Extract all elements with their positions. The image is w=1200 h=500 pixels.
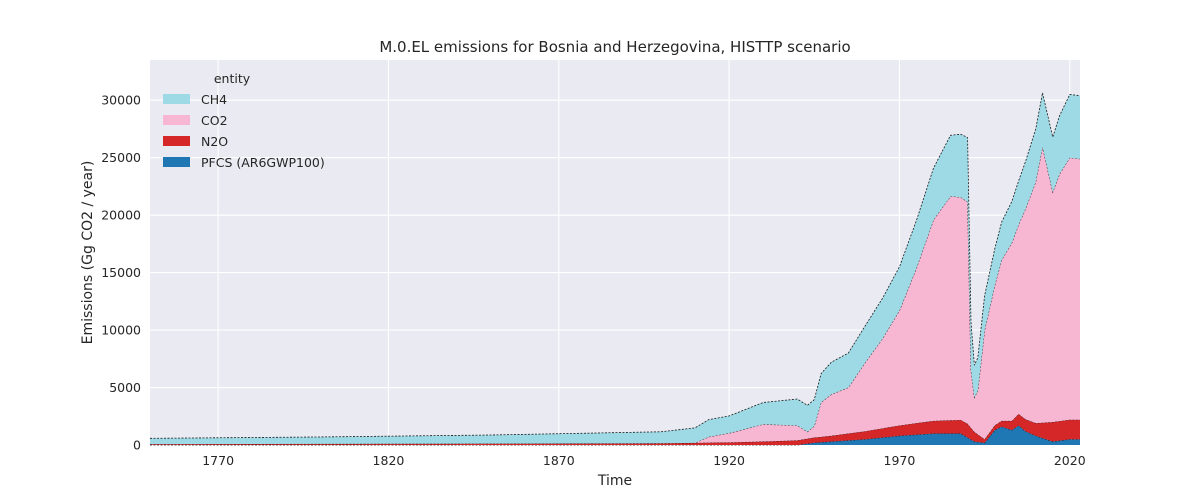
legend-swatch-co2 [163, 115, 190, 125]
y-tick-label: 25000 [101, 150, 141, 165]
x-tick-label: 1870 [543, 453, 575, 468]
legend-title: entity [214, 71, 251, 86]
area-n2o [150, 413, 1080, 445]
area-ch4 [150, 92, 1080, 445]
x-tick-label: 1770 [202, 453, 234, 468]
y-tick-label: 10000 [101, 323, 141, 338]
x-axis-label: Time [597, 473, 632, 489]
x-tick-label: 1820 [373, 453, 405, 468]
legend-label-n2o: N2O [201, 134, 228, 149]
x-tick-label: 2020 [1054, 453, 1086, 468]
legend-label-co2: CO2 [201, 113, 228, 128]
y-axis-ticks: 0 5000 10000 15000 20000 25000 30000 [101, 93, 141, 453]
x-tick-label: 1920 [713, 453, 745, 468]
x-axis-ticks: 1770 1820 1870 1920 1970 2020 [202, 453, 1086, 468]
line-ch4 [149, 92, 1081, 439]
legend-label-pfcs-ar6gwp100: PFCS (AR6GWP100) [201, 155, 325, 170]
x-tick-label: 1970 [884, 453, 916, 468]
y-tick-label: 15000 [101, 265, 141, 280]
area-pfcs-ar6gwp100 [150, 425, 1080, 445]
area-co2 [150, 146, 1080, 445]
stacked-areas [149, 92, 1081, 446]
legend: entity CH4 CO2 N2O PFCS (AR6GWP100) [163, 71, 325, 170]
y-tick-label: 0 [133, 438, 141, 453]
y-tick-label: 30000 [101, 93, 141, 108]
legend-label-ch4: CH4 [201, 92, 227, 107]
legend-swatch-n2o [163, 136, 190, 146]
y-tick-label: 20000 [101, 208, 141, 223]
y-tick-label: 5000 [109, 380, 141, 395]
y-axis-label: Emissions (Gg CO2 / year) [80, 161, 96, 345]
chart-title: M.0.EL emissions for Bosnia and Herzegov… [379, 38, 850, 56]
legend-swatch-ch4 [163, 94, 190, 104]
legend-swatch-pfcs-ar6gwp100 [163, 157, 190, 167]
